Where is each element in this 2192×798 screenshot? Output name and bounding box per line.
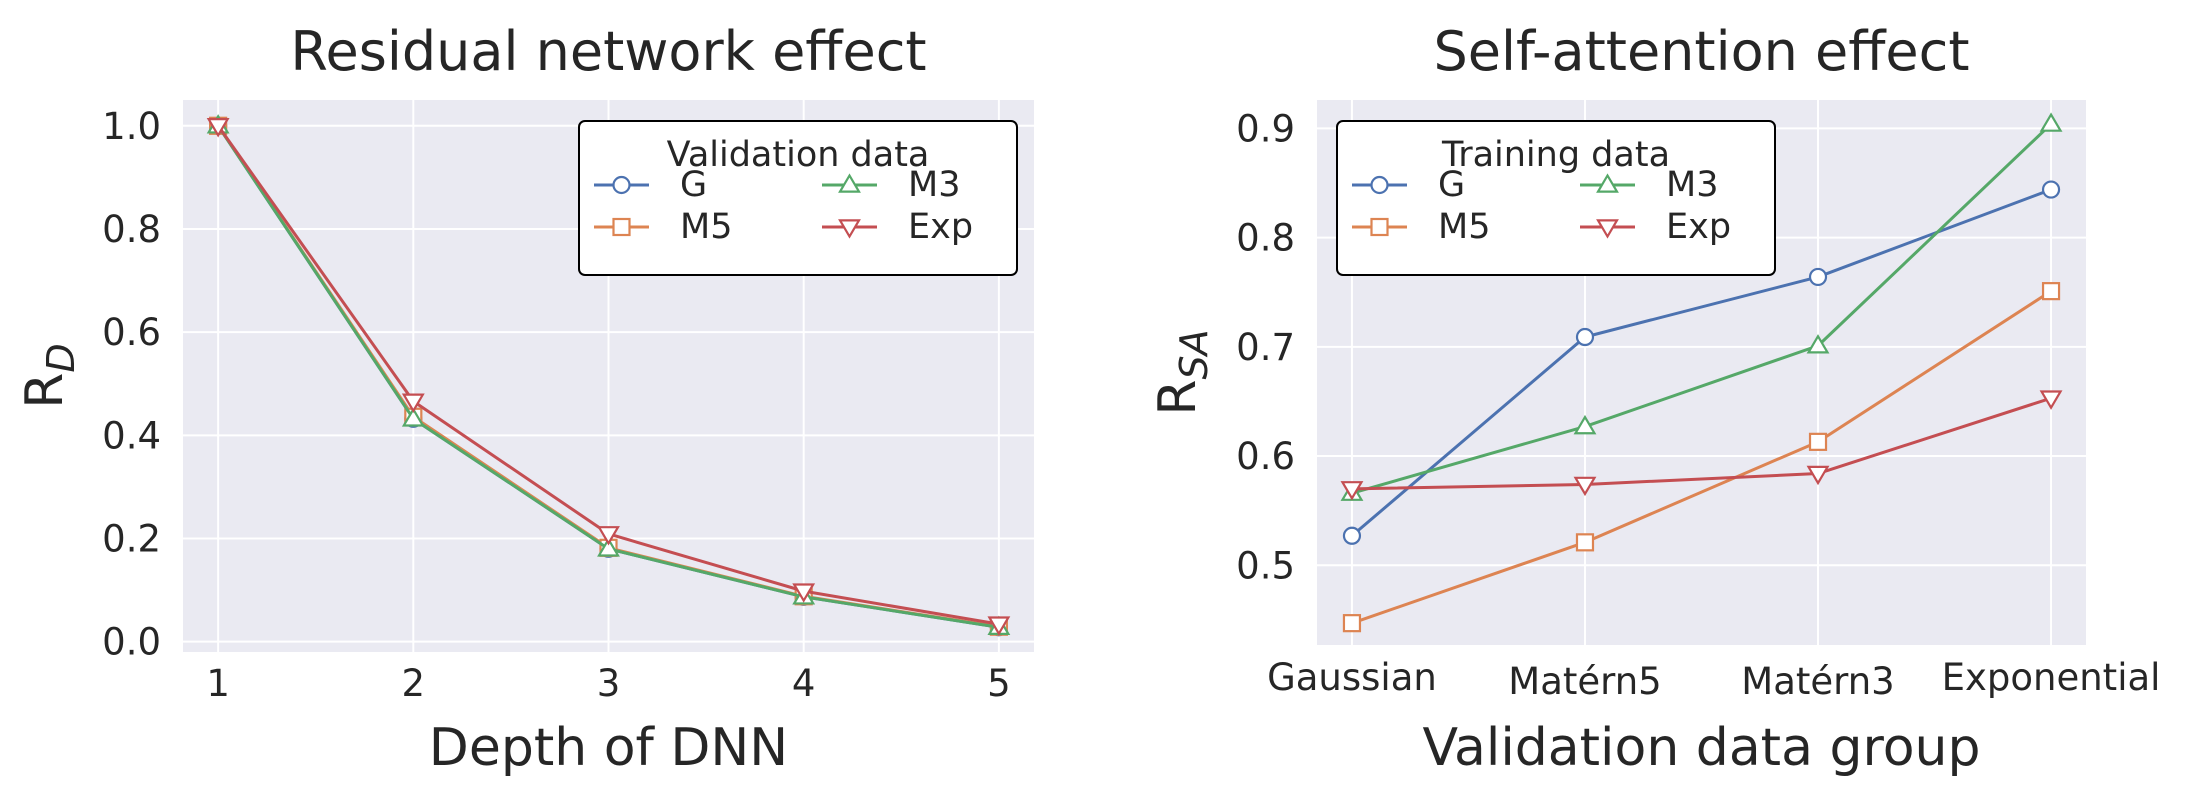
legend-label: M3 [1666,165,1718,205]
legend-entry-m5: M5 [1352,207,1490,247]
data-point-exp [792,583,816,603]
legend-entry-m3: M3 [822,165,960,205]
y-axis-title-subscript: SA [1172,329,1216,379]
data-point-g [1575,327,1595,347]
chart-self-attention: Gaussian Matérn5 Matérn3 Exponential 0.5 0.6 0… [1148,20,2160,778]
data-point-g [1342,526,1362,545]
x-tick-label: Gaussian [1267,656,1437,699]
data-point-exp [206,118,230,138]
series-line-m3 [1351,122,2053,495]
y-axis-title: RD [15,343,83,408]
y-tick-label: 0.2 [102,518,161,561]
legend-marker [1596,219,1619,239]
y-tick-label: 0.4 [102,414,161,457]
legend-entry-exp: Exp [1580,207,1731,247]
legend-marker [1370,217,1389,237]
series-layer [206,114,1011,637]
legend-entry-g: G [594,165,707,205]
data-point-g [2041,180,2061,199]
legend-title: Training data [1441,135,1670,175]
legend-entries: G M3 M5 Exp [594,165,973,247]
chart-title: Residual network effect [290,20,926,83]
series-m5 [1342,282,2061,633]
data-point-m3 [597,537,620,557]
y-tick-label: 0.8 [1236,217,1295,260]
y-tick-label: 0.6 [102,311,161,354]
legend-label: Exp [908,207,973,247]
y-axis-title-subscript: D [39,343,83,372]
legend-entry-m5: M5 [594,207,732,247]
data-point-m3 [2039,112,2063,132]
data-point-m5 [2041,282,2061,301]
tick-labels: 1 2 3 4 5 0.0 0.2 0.4 0.6 0.8 1.0 [102,105,1010,705]
data-point-m3 [1806,334,1830,354]
legend-label: M3 [908,165,960,205]
legend-marker [612,217,631,237]
data-point-exp [2039,390,2063,410]
y-tick-label: 0.9 [1236,107,1295,150]
legend-entry-m3: M3 [1580,165,1718,205]
data-point-exp [1806,465,1830,486]
y-tick-label: 0.6 [1236,435,1295,478]
legend-box [578,120,1018,276]
legend-label: Exp [1666,207,1731,247]
tick-labels: Gaussian Matérn5 Matérn3 Exponential 0.5 0.6 0… [1236,107,2160,703]
data-point-m5 [1342,614,1362,633]
x-tick-label: 2 [402,662,426,705]
series-layer [1340,112,2063,633]
x-axis-title: Depth of DNN [429,718,788,778]
data-point-g [1808,267,1828,287]
data-point-exp [1573,476,1597,497]
legend-marker [1370,175,1389,195]
x-tick-label: Matérn5 [1508,660,1661,703]
legend-label: G [1438,165,1465,205]
data-point-m3 [401,407,425,427]
data-point-m5 [1575,533,1595,552]
legend-label: G [680,165,707,205]
x-tick-label: Matérn3 [1741,660,1894,703]
legend-entry-exp: Exp [822,207,973,247]
legend-marker [1596,173,1619,193]
legend-title: Validation data [667,135,930,175]
legend-marker [838,219,861,239]
data-point-m5 [1808,432,1828,451]
y-axis-title-main: R [1148,379,1208,415]
data-point-exp [987,616,1011,636]
y-axis-title-main: R [15,373,75,409]
legend-label: M5 [1438,207,1490,247]
data-point-exp [401,393,425,413]
legend-entry-g: G [1352,165,1465,205]
series-line-exp [1351,396,2052,491]
legend-label: M5 [680,207,732,247]
x-tick-label: 4 [792,662,816,705]
y-tick-label: 0.5 [1236,544,1295,587]
x-tick-label: 3 [597,662,621,705]
y-axis-title: RSA [1148,329,1216,415]
x-tick-label: 1 [206,662,230,705]
y-tick-label: 0.0 [102,621,161,664]
x-axis-title: Validation data group [1423,718,1981,778]
x-tick-label: 5 [987,662,1011,705]
x-tick-label: Exponential [1942,656,2161,699]
legend: Validation data G M3 M5 Exp [578,120,1018,276]
data-point-exp [1340,481,1364,501]
chart-title: Self-attention effect [1433,20,1969,83]
chart-residual-network: 1 2 3 4 5 0.0 0.2 0.4 0.6 0.8 1.0 Residual network… [15,20,1034,778]
legend-box [1336,120,1776,276]
legend: Training data G M3 M5 Exp [1336,120,1776,276]
data-point-m3 [1573,414,1597,435]
data-point-exp [597,526,620,546]
legend-marker [612,175,631,195]
series-exp [1340,390,2063,501]
y-tick-label: 0.7 [1236,326,1295,369]
y-tick-label: 0.8 [102,208,161,251]
series-exp [206,118,1011,636]
series-line-m5 [1351,289,2052,625]
legend-marker [838,173,861,193]
y-tick-label: 1.0 [102,105,161,148]
legend-entries: G M3 M5 Exp [1352,165,1731,247]
